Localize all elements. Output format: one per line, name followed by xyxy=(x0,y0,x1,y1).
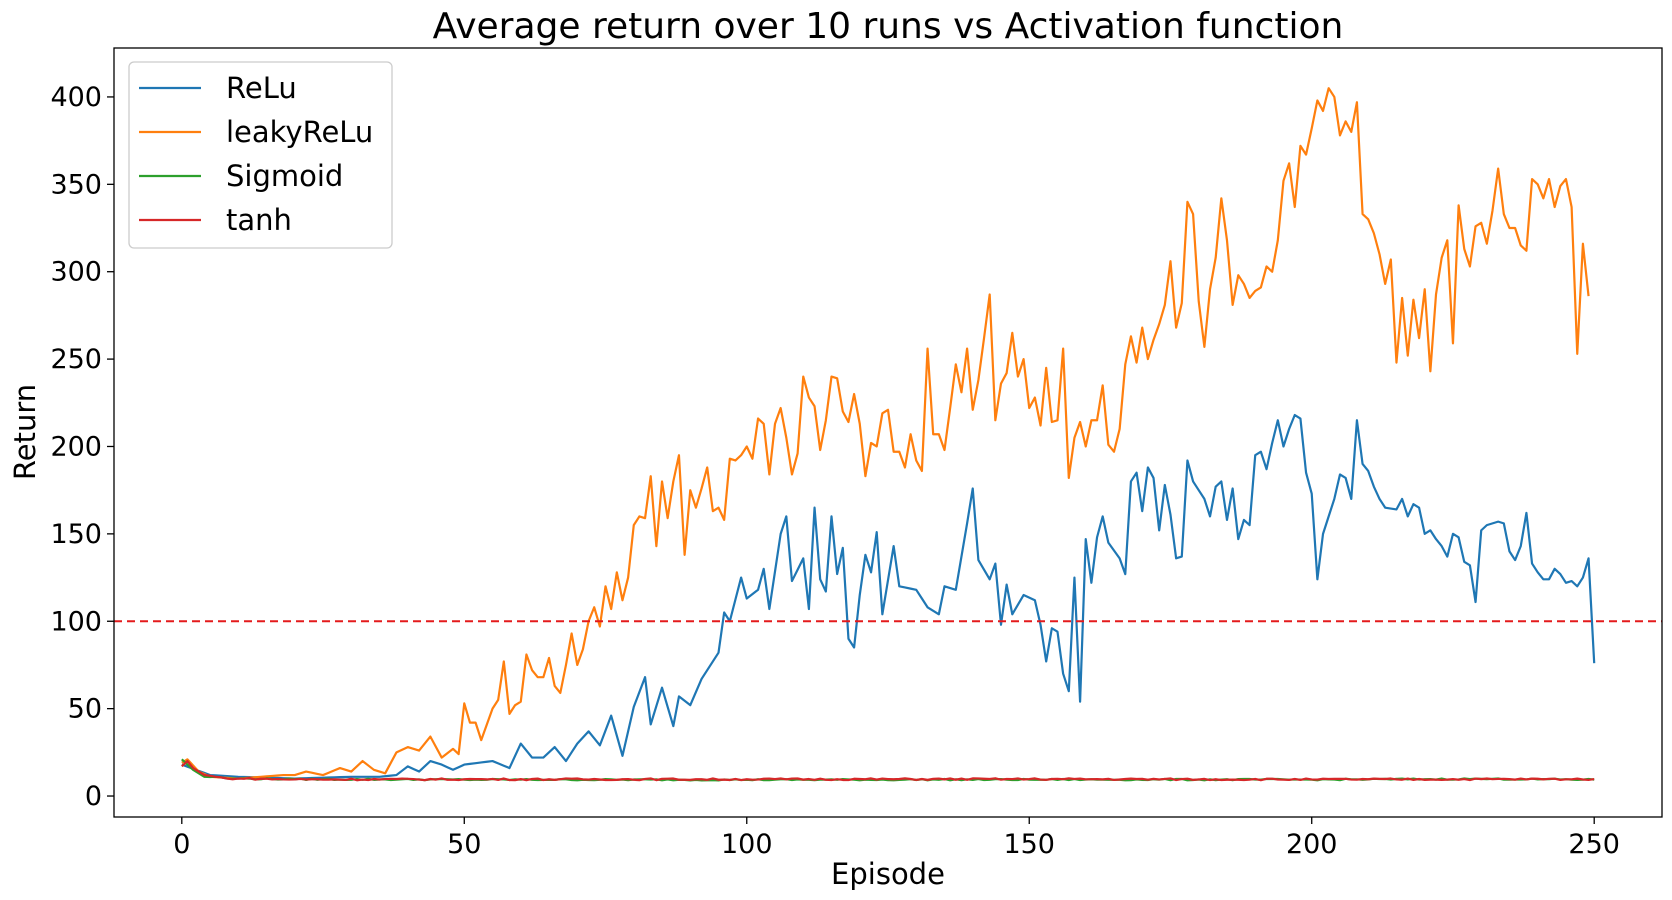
series-lines xyxy=(181,87,1596,782)
x-tick-label: 250 xyxy=(1568,829,1620,860)
y-tick-label: 50 xyxy=(68,694,102,725)
x-tick-label: 150 xyxy=(1003,829,1055,860)
axes-frame xyxy=(113,47,1663,818)
y-tick-label: 250 xyxy=(50,344,102,375)
plot-area xyxy=(114,87,1662,782)
legend: ReLu leakyReLu Sigmoid tanh xyxy=(128,61,393,249)
series-line-tanh xyxy=(181,759,1595,782)
series-line-relu xyxy=(181,413,1596,780)
legend-label-sigmoid: Sigmoid xyxy=(226,159,343,193)
legend-frame xyxy=(128,61,393,249)
y-axis-label: Return xyxy=(8,384,42,480)
y-axis-ticks: 0 50 100 150 200 250 300 350 400 xyxy=(50,82,114,812)
y-tick-label: 100 xyxy=(50,606,102,637)
x-axis-ticks: 0 50 100 150 200 250 xyxy=(173,817,1620,860)
legend-label-relu: ReLu xyxy=(226,71,297,105)
y-tick-label: 350 xyxy=(50,169,102,200)
series-line-sigmoid xyxy=(181,758,1595,782)
chart-title: Average return over 10 runs vs Activatio… xyxy=(433,6,1344,47)
x-tick-label: 100 xyxy=(721,829,773,860)
y-tick-label: 300 xyxy=(50,257,102,288)
y-tick-label: 0 xyxy=(85,781,102,812)
legend-label-leakyrelu: leakyReLu xyxy=(226,115,373,149)
x-axis-label: Episode xyxy=(831,857,945,891)
x-tick-label: 50 xyxy=(447,829,481,860)
x-tick-label: 0 xyxy=(173,829,190,860)
series-line-leakyrelu xyxy=(181,87,1590,780)
y-tick-label: 150 xyxy=(50,519,102,550)
legend-label-tanh: tanh xyxy=(226,203,292,237)
x-tick-label: 200 xyxy=(1286,829,1338,860)
y-tick-label: 400 xyxy=(50,82,102,113)
y-tick-label: 200 xyxy=(50,431,102,462)
